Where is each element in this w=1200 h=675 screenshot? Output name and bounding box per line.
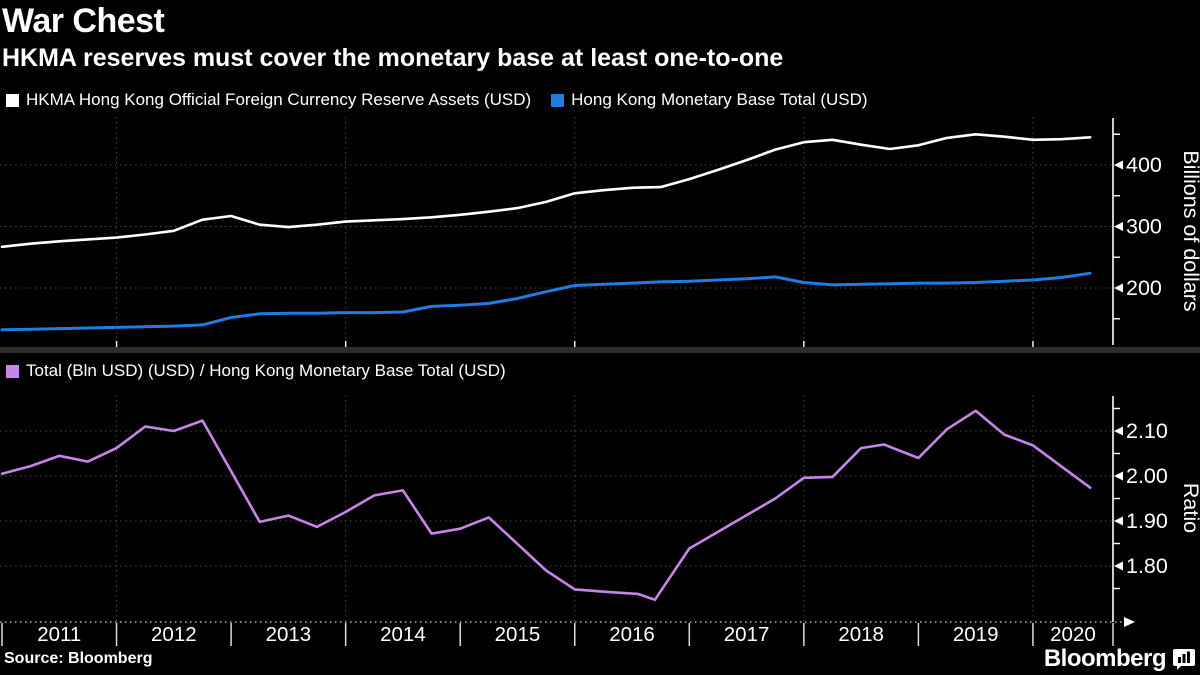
page-title: War Chest (2, 2, 165, 40)
bloomberg-logo-icon (1173, 649, 1195, 670)
monetary-base-line (0, 271, 1092, 332)
bottom-y-tick-label-2.00: 2.00 (1126, 464, 1168, 488)
top-legend: HKMA Hong Kong Official Foreign Currency… (6, 90, 868, 110)
year-label-2020: 2020 (1050, 623, 1096, 646)
top-y-tick-arrow-400 (1114, 160, 1123, 170)
panel-divider (0, 347, 1200, 353)
top-y-tick-arrow-200 (1114, 283, 1123, 293)
year-label-2016: 2016 (609, 623, 655, 646)
bottom-y-axis-title: Ratio (1179, 483, 1200, 533)
legend-item: Total (Bln USD) (USD) / Hong Kong Moneta… (6, 361, 506, 381)
year-label-2018: 2018 (838, 623, 884, 646)
year-label-2013: 2013 (266, 623, 312, 646)
bottom-y-tick-arrow-2.00 (1114, 471, 1123, 481)
page-subtitle: HKMA reserves must cover the monetary ba… (2, 44, 784, 72)
legend-swatch (6, 364, 19, 378)
source-text: Source: Bloomberg (4, 650, 153, 667)
bottom-y-tick-arrow-2.10 (1114, 426, 1123, 436)
year-label-2019: 2019 (953, 623, 999, 646)
legend-swatch (551, 93, 565, 107)
top-y-axis-title: Billions of dollars (1179, 150, 1200, 311)
top-y-tick-label-200: 200 (1126, 276, 1162, 300)
legend-item: Hong Kong Monetary Base Total (USD) (551, 90, 868, 110)
top-y-tick-label-400: 400 (1126, 153, 1162, 177)
year-label-2011: 2011 (37, 623, 81, 646)
bottom-y-tick-arrow-1.90 (1114, 516, 1123, 526)
year-label-2014: 2014 (380, 623, 426, 646)
bloomberg-logo-text: Bloomberg (1043, 645, 1167, 672)
year-label-2017: 2017 (724, 623, 770, 646)
top-y-tick-arrow-300 (1114, 222, 1123, 231)
bottom-y-tick-arrow-1.80 (1114, 561, 1123, 571)
x-axis-arrow (1124, 617, 1135, 627)
bottom-y-tick-label-2.10: 2.10 (1126, 419, 1168, 443)
year-label-2012: 2012 (151, 623, 197, 646)
ratio-line (0, 409, 1092, 602)
legend-label: HKMA Hong Kong Official Foreign Currency… (26, 90, 532, 109)
bottom-y-tick-label-1.90: 1.90 (1126, 509, 1168, 533)
legend-label: Hong Kong Monetary Base Total (USD) (571, 90, 868, 109)
bottom-y-tick-label-1.80: 1.80 (1126, 554, 1168, 578)
legend-swatch (6, 93, 19, 107)
legend-item: HKMA Hong Kong Official Foreign Currency… (6, 90, 531, 110)
legend-label: Total (Bln USD) (USD) / Hong Kong Moneta… (26, 361, 506, 380)
bottom-legend: Total (Bln USD) (USD) / Hong Kong Moneta… (6, 361, 506, 381)
reserves-line (0, 133, 1092, 249)
year-label-2015: 2015 (495, 623, 541, 646)
bloomberg-logo: Bloomberg (1044, 645, 1195, 673)
top-y-tick-label-300: 300 (1126, 215, 1162, 239)
